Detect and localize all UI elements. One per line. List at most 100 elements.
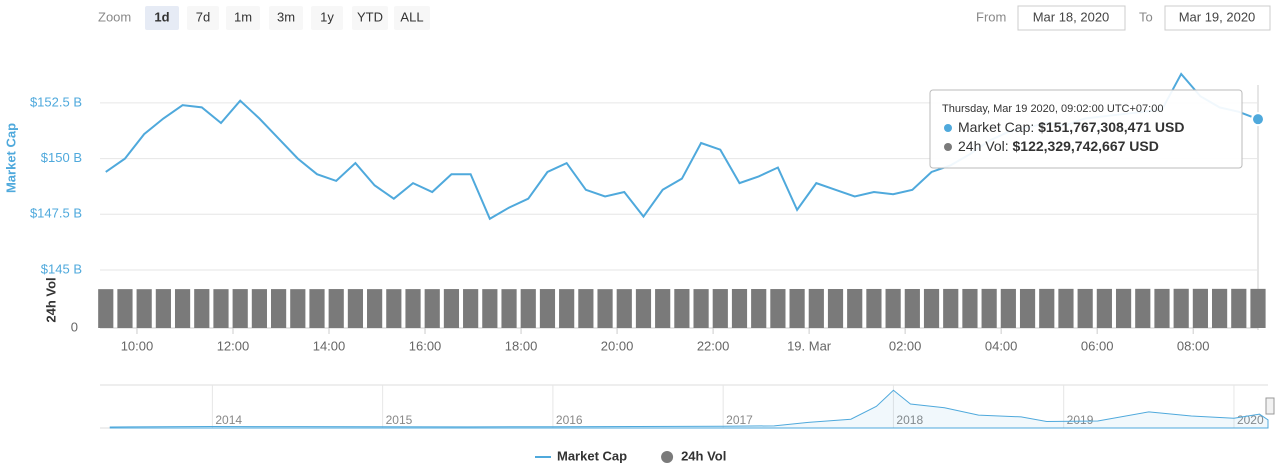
volume-bar [1039,288,1055,328]
volume-bar [1019,288,1036,328]
volume-bar [328,289,344,328]
volume-bar [174,289,191,328]
navigator-tick-label: 2019 [1067,413,1094,427]
navigator-tick-label: 2014 [215,413,242,427]
volume-bar [463,289,479,328]
volume-bar [847,288,863,328]
zoom-button-label[interactable]: ALL [400,9,423,24]
zoom-button[interactable] [226,6,260,30]
to-label: To [1139,9,1153,24]
volume-bar [1077,288,1093,328]
volume-bar [539,289,556,328]
volume-bar [827,289,844,328]
tooltip-row: 24h Vol: $122,329,742,667 USD [958,138,1159,154]
zoom-button-label[interactable]: 7d [196,9,210,24]
x-tick-label: 14:00 [313,338,346,353]
x-tick-label: 02:00 [889,338,922,353]
volume-bar [674,289,690,328]
volume-bar [731,288,748,328]
volume-bar [808,288,824,328]
tooltip-title: Thursday, Mar 19 2020, 09:02:00 UTC+07:0… [942,103,1163,115]
volume-bar [347,289,364,328]
zoom-label: Zoom [98,9,131,24]
volume-bar [1192,288,1208,328]
volume-bar [405,289,421,328]
volume-bar [770,289,786,328]
zoom-button-label[interactable]: YTD [357,9,383,24]
y2-tick-label: 0 [71,319,78,334]
volume-bar [885,288,901,328]
volume-bar [712,289,728,328]
zoom-button[interactable] [352,6,388,30]
tooltip-value: $122,329,742,667 USD [1013,138,1159,154]
zoom-button-label[interactable]: 1y [320,9,334,24]
legend-marker [661,451,674,463]
y-tick-label: $152.5 B [30,94,82,109]
y-tick-label: $150 B [41,150,82,165]
volume-bar [155,289,171,328]
volume-bar [559,289,575,328]
navigator-handle[interactable] [1265,397,1275,415]
navigator-tick-label: 2018 [896,413,923,427]
to-date[interactable]: Mar 19, 2020 [1179,9,1256,24]
volume-bar [271,289,287,328]
navigator-tick-label: 2016 [556,413,583,427]
legend-label[interactable]: Market Cap [557,448,627,463]
x-tick-label: 04:00 [985,338,1018,353]
tooltip-label: 24h Vol: [958,138,1009,154]
from-date[interactable]: Mar 18, 2020 [1033,9,1110,24]
tooltip-value: $151,767,308,471 USD [1038,119,1184,135]
volume-bar [751,289,767,328]
zoom-button[interactable] [187,6,219,30]
volume-bar [981,288,997,328]
volume-bar [501,289,517,328]
from-label: From [976,9,1006,24]
x-tick-label: 08:00 [1177,338,1210,353]
navigator-tick-label: 2015 [386,413,413,427]
volume-bar [1250,288,1266,328]
legend-label[interactable]: 24h Vol [681,448,726,463]
x-tick-label: 10:00 [121,338,154,353]
volume-bar [943,288,959,328]
volume-bar [482,289,498,328]
volume-bar [367,289,383,328]
zoom-button[interactable] [311,6,343,30]
x-tick-label: 19. Mar [787,338,832,353]
zoom-button-label[interactable]: 1m [234,9,252,24]
volume-bar [290,289,306,328]
zoom-button-label[interactable]: 3m [277,9,295,24]
volume-bar [693,289,709,328]
x-tick-label: 22:00 [697,338,730,353]
volume-bar [251,289,267,328]
navigator-area [109,389,1269,429]
y-tick-label: $145 B [41,261,82,276]
volume-bar [962,288,978,328]
volume-bar [578,289,594,328]
to-input[interactable] [1164,5,1271,31]
zoom-button[interactable] [394,6,430,30]
zoom-button-label[interactable]: 1d [154,9,169,24]
volume-bar [213,289,229,328]
volume-bar [1115,288,1132,328]
volume-bar [386,289,402,328]
tooltip-dot [944,143,952,151]
x-tick-label: 06:00 [1081,338,1114,353]
zoom-button[interactable] [145,6,179,30]
volume-bar [520,289,536,328]
volume-bar [789,288,805,328]
from-input[interactable] [1017,5,1126,31]
x-tick-label: 20:00 [601,338,634,353]
y-tick-label: $147.5 B [30,206,82,221]
volume-bar [1154,288,1170,328]
volume-bar [98,289,114,328]
volume-bar [1135,288,1151,328]
zoom-button[interactable] [269,6,303,30]
volume-bar [309,289,325,328]
volume-bar [117,289,133,328]
volume-bar [194,289,210,328]
x-tick-label: 16:00 [409,338,442,353]
navigator-tick-label: 2017 [726,413,753,427]
hover-point [1251,112,1265,127]
volume-bar [232,289,248,328]
